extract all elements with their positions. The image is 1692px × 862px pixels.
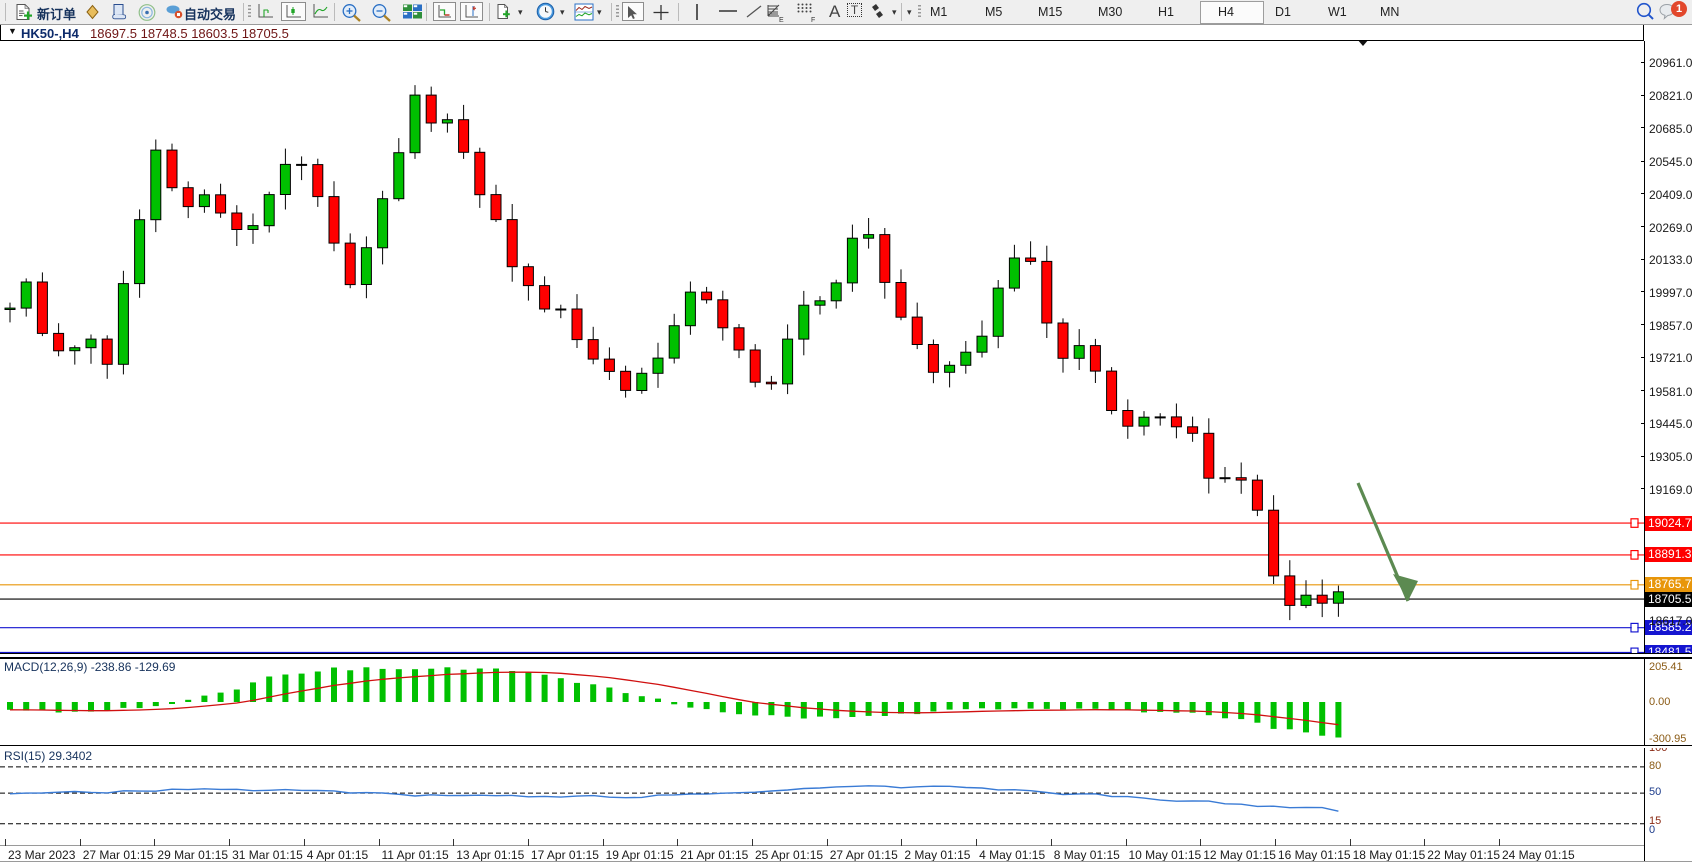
svg-text:F: F: [811, 17, 815, 22]
svg-text:E: E: [779, 17, 784, 22]
